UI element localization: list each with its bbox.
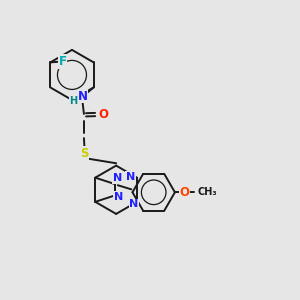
Text: O: O [179, 186, 189, 199]
Text: N: N [130, 199, 139, 209]
Text: N: N [113, 173, 122, 183]
Text: N: N [77, 90, 88, 103]
Text: N: N [126, 172, 135, 182]
Text: F: F [59, 55, 67, 68]
Text: CH₃: CH₃ [197, 187, 217, 197]
Text: S: S [80, 147, 89, 160]
Text: O: O [98, 108, 108, 121]
Text: H: H [70, 96, 78, 106]
Text: N: N [114, 192, 123, 202]
